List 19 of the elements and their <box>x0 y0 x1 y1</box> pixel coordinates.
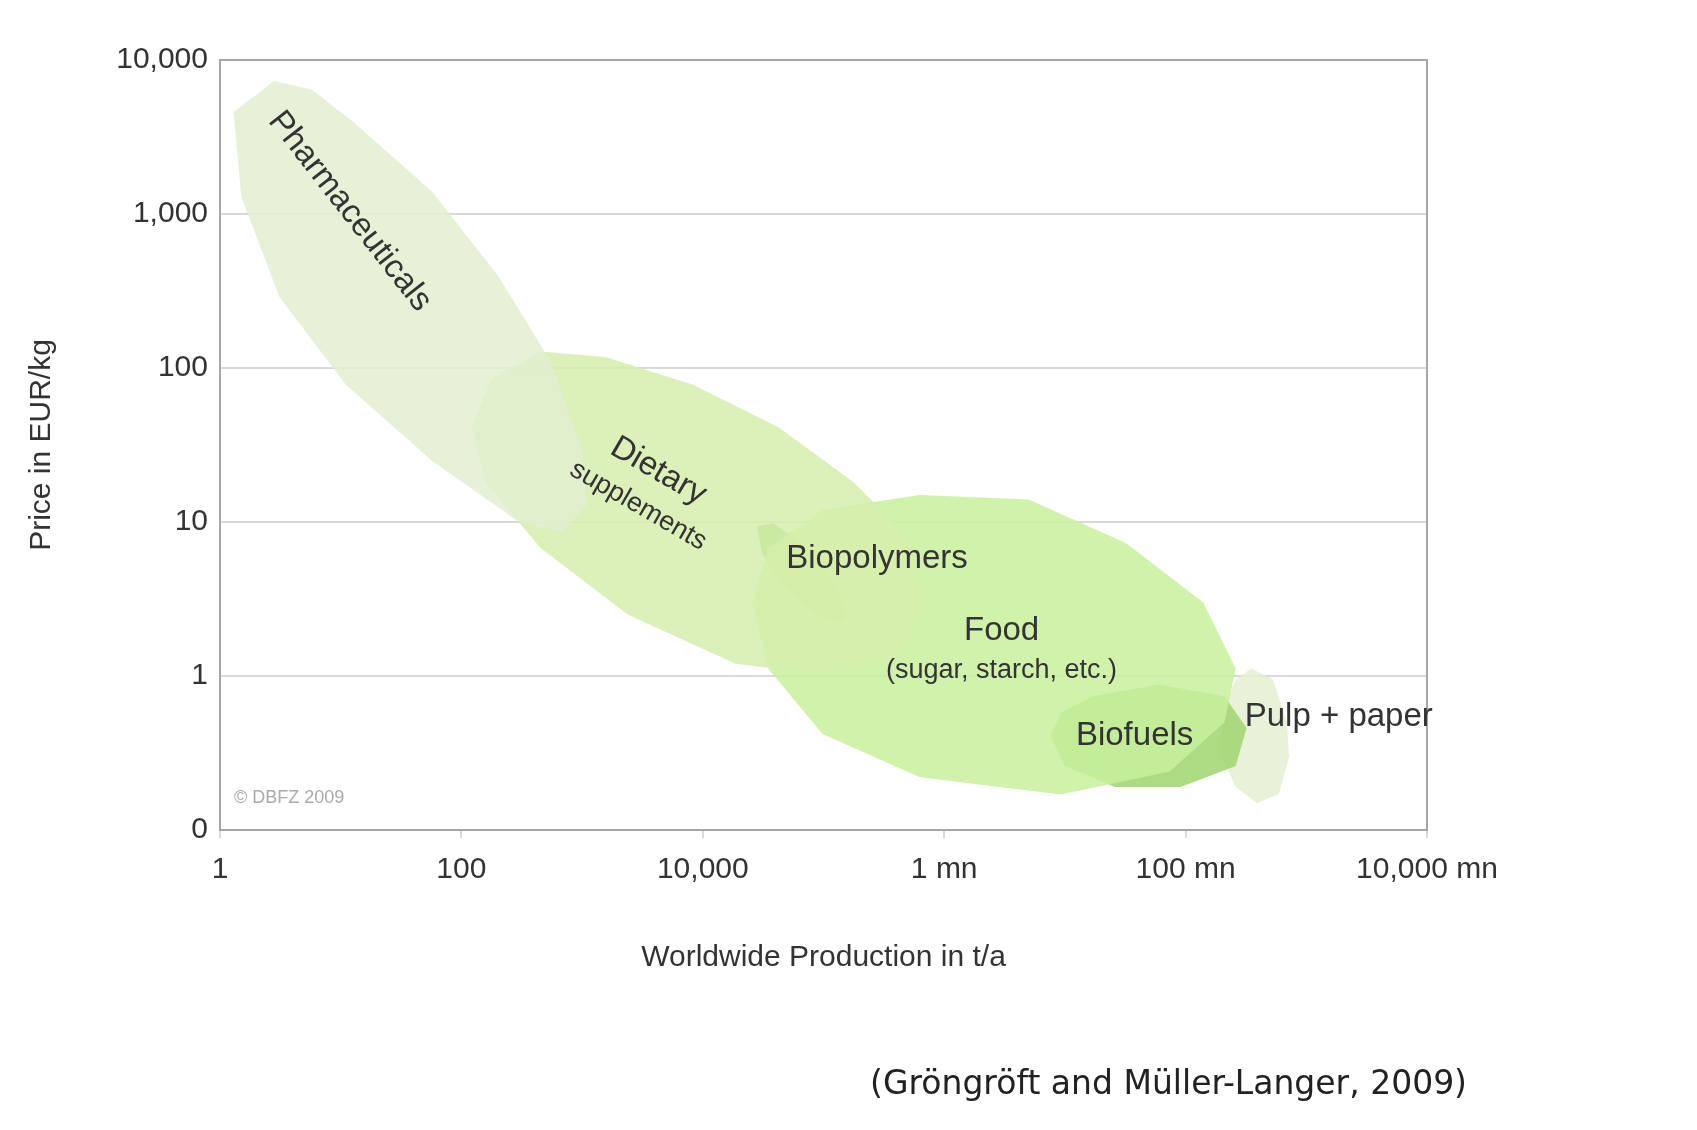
y-tick-label: 0 <box>191 811 208 845</box>
x-tick-label: 100 <box>436 851 487 885</box>
text: (Gröngröft and Müller-Langer, 2009) <box>870 1062 1467 1102</box>
y-tick-label: 1,000 <box>132 195 208 229</box>
series-label: Biofuels <box>1075 714 1194 752</box>
x-axis-title: Worldwide Production in t/a <box>641 939 1007 973</box>
x-tick-label: 10,000 mn <box>1356 851 1498 885</box>
series-label: Biopolymers <box>786 538 968 576</box>
y-tick-label: 10,000 <box>116 41 208 75</box>
series-label: Food (sugar, starch, etc.) <box>886 610 1118 685</box>
annotation: © DBFZ 2009 <box>234 786 345 807</box>
y-axis-title: Price in EUR/kg <box>23 339 57 551</box>
series-label: Pulp + paper <box>1244 695 1433 733</box>
y-tick-label: 1 <box>191 657 208 691</box>
y-tick-label: 10 <box>174 503 208 537</box>
x-tick-label: 1 mn <box>910 851 978 885</box>
x-tick-label: 100 mn <box>1135 851 1236 885</box>
y-tick-label: 100 <box>157 349 208 383</box>
x-tick-label: 10,000 <box>656 851 749 885</box>
